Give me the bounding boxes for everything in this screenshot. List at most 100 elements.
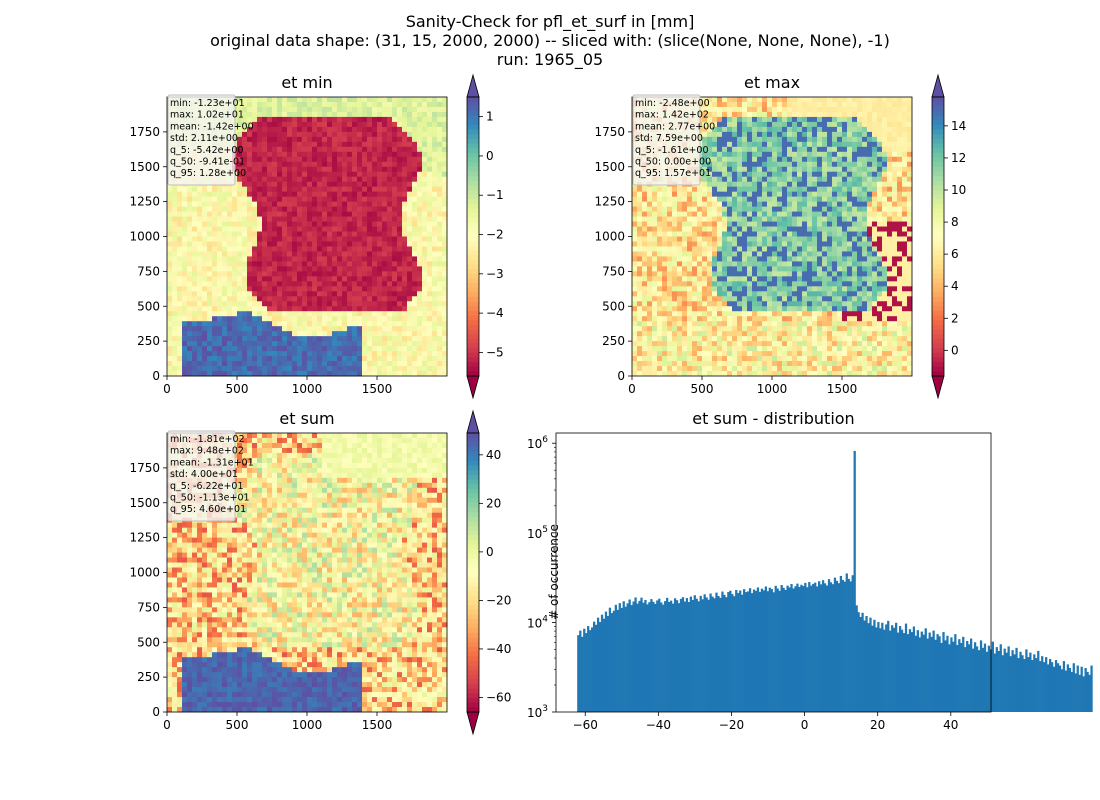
colorbar-segment <box>467 259 479 265</box>
heatmap-cell <box>362 326 368 332</box>
heatmap-cell <box>357 206 363 212</box>
heatmap-cell <box>222 191 228 198</box>
heatmap-cell <box>272 126 278 133</box>
heatmap-cell <box>307 156 313 163</box>
heatmap-cell <box>402 106 408 113</box>
heatmap-cell <box>337 111 343 118</box>
heatmap-cell <box>172 271 178 277</box>
heatmap-cell <box>662 246 668 252</box>
heatmap-cell <box>212 206 218 212</box>
heatmap-cell <box>397 281 403 287</box>
heatmap-cell <box>272 276 278 282</box>
heatmap-cell <box>377 266 383 272</box>
heatmap-cell <box>297 291 303 297</box>
heatmap-cell <box>817 206 823 212</box>
heatmap-cell <box>377 321 383 327</box>
heatmap-cell <box>192 261 198 267</box>
heatmap-cell <box>202 356 208 362</box>
heatmap-cell <box>817 106 823 113</box>
heatmap-cell <box>757 236 763 242</box>
heatmap-cell <box>847 211 853 217</box>
heatmap-cell <box>427 276 433 282</box>
heatmap-cell <box>377 181 383 188</box>
heatmap-cell <box>892 201 898 208</box>
heatmap-cell <box>287 216 293 222</box>
heatmap-cell <box>777 141 783 148</box>
heatmap-cell <box>392 361 398 367</box>
heatmap-cell <box>292 281 298 287</box>
heatmap-cell <box>347 371 353 377</box>
heatmap-cell <box>272 271 278 277</box>
heatmap-cell <box>422 216 428 222</box>
heatmap-cell <box>317 211 323 217</box>
heatmap-cell <box>222 366 228 372</box>
heatmap-cell <box>802 221 808 227</box>
heatmap-cell <box>327 346 333 352</box>
heatmap-cell <box>832 166 838 173</box>
heatmap-cell <box>192 256 198 262</box>
heatmap-cell <box>242 301 248 307</box>
heatmap-cell <box>217 351 223 357</box>
heatmap-cell <box>222 341 228 347</box>
heatmap-cell <box>392 261 398 267</box>
heatmap-cell <box>437 241 443 247</box>
heatmap-cell <box>892 211 898 217</box>
heatmap-cell <box>347 151 353 158</box>
heatmap-cell <box>372 371 378 377</box>
heatmap-cell <box>357 336 363 342</box>
heatmap-cell <box>862 171 868 178</box>
heatmap-cell <box>792 241 798 247</box>
heatmap-cell <box>437 311 443 317</box>
heatmap-cell <box>407 251 413 257</box>
heatmap-cell <box>797 216 803 222</box>
heatmap-cell <box>892 186 898 193</box>
heatmap-cell <box>227 336 233 342</box>
heatmap-cell <box>672 211 678 217</box>
heatmap-cell <box>632 241 638 247</box>
heatmap-cell <box>392 351 398 357</box>
heatmap-cell <box>352 366 358 372</box>
heatmap-cell <box>772 161 778 168</box>
heatmap-cell <box>842 131 848 138</box>
heatmap-cell <box>847 231 853 237</box>
heatmap-cell <box>337 156 343 163</box>
heatmap-cell <box>382 206 388 212</box>
heatmap-cell <box>802 241 808 247</box>
heatmap-cell <box>847 121 853 128</box>
heatmap-cell <box>687 211 693 217</box>
heatmap-cell <box>712 171 718 178</box>
heatmap-cell <box>307 361 313 367</box>
heatmap-cell <box>327 336 333 342</box>
heatmap-cell <box>422 286 428 292</box>
heatmap-cell <box>297 216 303 222</box>
heatmap-cell <box>287 246 293 252</box>
heatmap-cell <box>222 236 228 242</box>
heatmap-cell <box>442 241 448 247</box>
heatmap-cell <box>332 356 338 362</box>
heatmap-cell <box>892 151 898 158</box>
heatmap-cell <box>307 176 313 183</box>
heatmap-cell <box>707 126 713 133</box>
heatmap-cell <box>192 216 198 222</box>
heatmap-cell <box>237 181 243 188</box>
heatmap-cell <box>857 201 863 208</box>
heatmap-cell <box>437 266 443 272</box>
heatmap-cell <box>682 226 688 232</box>
heatmap-cell <box>197 201 203 208</box>
heatmap-cell <box>807 171 813 178</box>
heatmap-cell <box>877 141 883 148</box>
heatmap-cell <box>417 116 423 123</box>
heatmap-cell <box>872 116 878 123</box>
heatmap-cell <box>727 146 733 153</box>
heatmap-cell <box>382 181 388 188</box>
heatmap-cell <box>847 97 853 103</box>
heatmap-cell <box>357 166 363 173</box>
heatmap-cell <box>387 111 393 118</box>
heatmap-cell <box>402 101 408 108</box>
heatmap-cell <box>832 171 838 178</box>
heatmap-cell <box>397 121 403 128</box>
heatmap-cell <box>657 221 663 227</box>
heatmap-cell <box>267 186 273 193</box>
heatmap-cell <box>237 351 243 357</box>
heatmap-cell <box>737 226 743 232</box>
